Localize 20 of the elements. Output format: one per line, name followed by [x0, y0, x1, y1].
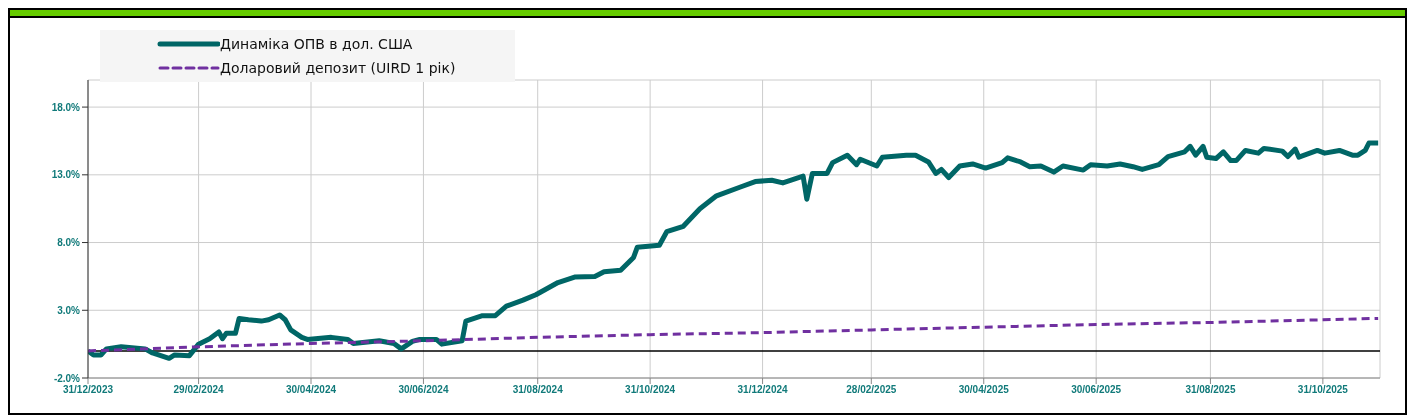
- y-tick-label: -2.0%: [53, 372, 81, 384]
- legend-label: Доларовий депозит (UIRD 1 рік): [220, 60, 456, 76]
- y-tick-label: 8.0%: [57, 237, 81, 249]
- legend-label: Динаміка ОПВ в дол. США: [220, 36, 413, 52]
- y-tick-label: 18.0%: [51, 101, 81, 113]
- x-tick-label: 31/12/2024: [737, 384, 789, 396]
- line-series: [88, 316, 1380, 353]
- x-tick-label: 30/06/2025: [1071, 384, 1122, 396]
- x-tick-label: 31/10/2024: [625, 384, 676, 396]
- y-tick-label: 3.0%: [57, 304, 81, 316]
- x-tick-label: 31/08/2025: [1185, 384, 1236, 396]
- y-tick-label: 13.0%: [51, 169, 81, 181]
- x-tick-label: 31/08/2024: [512, 384, 564, 396]
- x-tick-label: 31/10/2025: [1297, 384, 1349, 396]
- x-tick-label: 29/02/2024: [173, 384, 225, 396]
- x-tick-label: 30/04/2025: [958, 384, 1010, 396]
- x-tick-label: 31/12/2023: [62, 384, 114, 396]
- x-tick-label: 30/04/2024: [285, 384, 337, 396]
- x-tick-label: 28/02/2025: [846, 384, 897, 396]
- x-tick-label: 30/06/2024: [398, 384, 449, 396]
